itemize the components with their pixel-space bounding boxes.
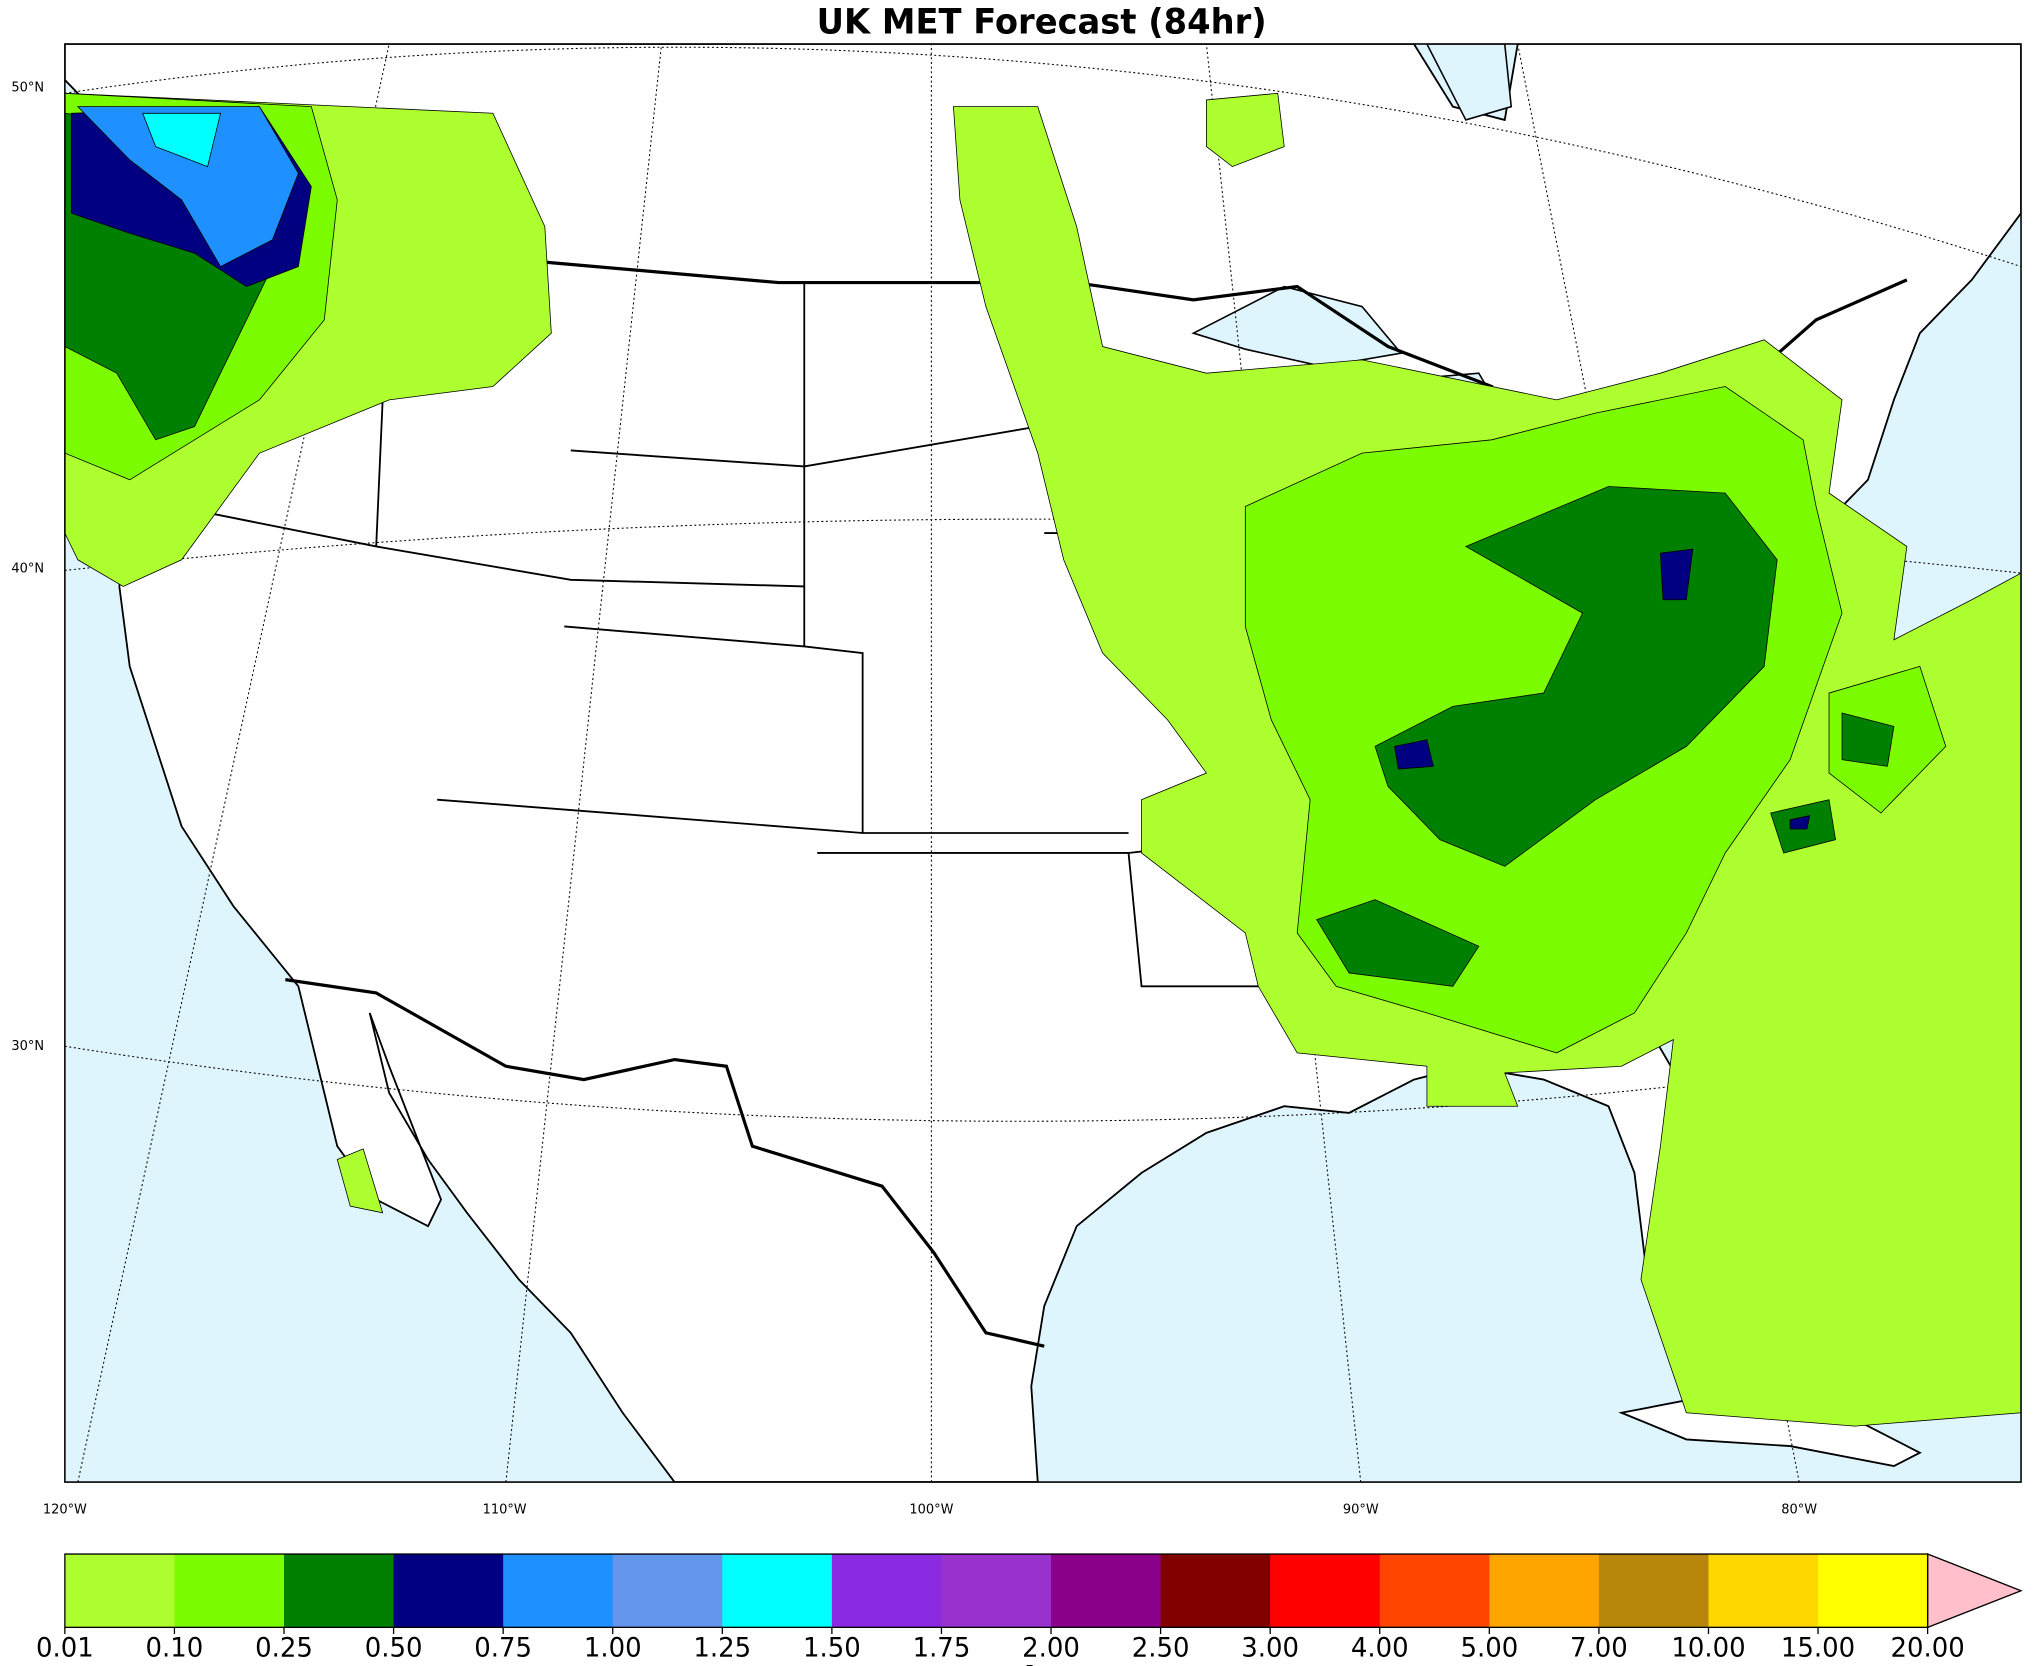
colorbar-tick-label: 1.00 (584, 1633, 642, 1663)
lat-label: 40°N (11, 562, 44, 577)
colorbar-tick-label: 0.50 (365, 1633, 423, 1663)
colorbar-tick-label: 7.00 (1570, 1633, 1628, 1663)
colorbar-tick-label: 5.00 (1460, 1633, 1518, 1663)
colorbar-tick-label: 0.75 (474, 1633, 532, 1663)
colorbar-swatch (612, 1554, 723, 1628)
colorbar-swatch (64, 1554, 175, 1628)
colorbar-tick-label: 1.50 (803, 1633, 861, 1663)
colorbar-tick-label: 0.01 (36, 1633, 94, 1663)
colorbar-swatch (1051, 1554, 1161, 1628)
precip-area (76, 106, 299, 268)
lon-label: 120°W (43, 1502, 87, 1517)
colorbar-swatch (1489, 1554, 1600, 1628)
lon-label: 100°W (909, 1502, 953, 1517)
colorbar-swatch (284, 1554, 394, 1628)
colorbar-swatch (174, 1554, 285, 1628)
lon-label: 80°W (1781, 1502, 1817, 1517)
precip-area (1659, 548, 1694, 601)
colorbar-swatch (1270, 1554, 1381, 1628)
map-title: UK MET Forecast (84hr) (817, 2, 1267, 43)
precip-area (1789, 815, 1811, 830)
colorbar-swatch (1160, 1554, 1271, 1628)
colorbar-swatch (1379, 1554, 1490, 1628)
colorbar-tick-label: 20.00 (1890, 1633, 1964, 1663)
colorbar-swatch (1708, 1554, 1819, 1628)
colorbar-swatch (1818, 1554, 1929, 1628)
colorbar-tick-label: 1.25 (693, 1633, 751, 1663)
lon-label: 110°W (483, 1502, 527, 1517)
us-mexico-border (285, 978, 1045, 1348)
map-frame (64, 43, 2022, 1483)
colorbar-tick-label: 4.00 (1351, 1633, 1409, 1663)
colorbar-tick-label: 2.50 (1132, 1633, 1190, 1663)
colorbar-swatch (393, 1554, 504, 1628)
hudson-bay (1426, 43, 1513, 121)
colorbar-tick-label: 10.00 (1671, 1633, 1745, 1663)
precip-area (1841, 712, 1895, 767)
precip-area (142, 112, 222, 168)
colorbar-frame (64, 1553, 1929, 1629)
lat-label: 50°N (11, 80, 44, 95)
colorbar-tick-label: 2.00 (1022, 1633, 1080, 1663)
map (64, 43, 2022, 1483)
colorbar-tick-label: 0.10 (146, 1633, 204, 1663)
colorbar-tick-label: 3.00 (1241, 1633, 1299, 1663)
precip-area (1316, 899, 1480, 987)
lon-label: 90°W (1343, 1502, 1379, 1517)
colorbar-swatch (722, 1554, 833, 1628)
colorbar-swatch (831, 1554, 942, 1628)
colorbar-tick-label: 1.75 (913, 1633, 971, 1663)
precip-area (1206, 92, 1285, 168)
colorbar-swatch (503, 1554, 614, 1628)
colorbar-swatch (941, 1554, 1052, 1628)
precipitation (64, 92, 2022, 1427)
colorbar: 0.01 0.10 0.25 0.50 0.75 1.00 1.25 1.50 1.75 2.00… (36, 1553, 2023, 1663)
colorbar-swatch (1598, 1554, 1709, 1628)
colorbar-unit: in (1024, 1660, 1060, 1666)
colorbar-extend (1926, 1553, 2023, 1629)
precip-area (1394, 739, 1434, 770)
lat-label: 30°N (11, 1039, 44, 1054)
colorbar-tick-label: 15.00 (1781, 1633, 1855, 1663)
precip-area (336, 1148, 384, 1214)
colorbar-tick-label: 0.25 (255, 1633, 313, 1663)
